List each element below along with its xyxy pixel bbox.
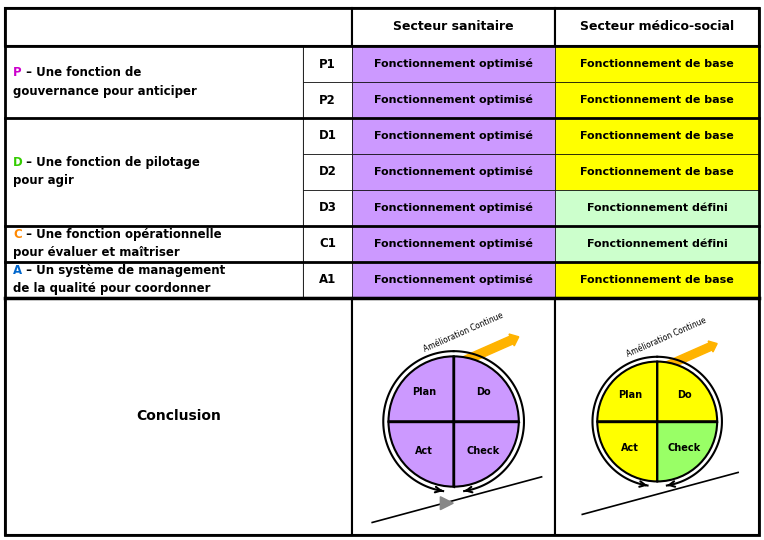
- Text: – Une fonction de: – Une fonction de: [21, 66, 141, 79]
- FancyArrow shape: [406, 334, 519, 389]
- Bar: [303, 262, 352, 298]
- Wedge shape: [388, 356, 454, 422]
- Text: Fonctionnement optimisé: Fonctionnement optimisé: [374, 275, 533, 285]
- Bar: [303, 46, 352, 82]
- Text: – Un système de management: – Un système de management: [21, 265, 225, 278]
- Bar: [352, 262, 555, 298]
- Bar: [303, 118, 352, 154]
- Bar: [555, 298, 759, 535]
- Text: Fonctionnement optimisé: Fonctionnement optimisé: [374, 131, 533, 141]
- Text: Fonctionnement défini: Fonctionnement défini: [587, 203, 727, 213]
- Bar: [555, 118, 759, 154]
- Bar: [555, 8, 759, 46]
- Text: D1: D1: [319, 130, 336, 143]
- Text: Conclusion: Conclusion: [136, 409, 221, 423]
- Bar: [352, 226, 555, 262]
- Text: Fonctionnement défini: Fonctionnement défini: [587, 239, 727, 249]
- Bar: [303, 82, 352, 118]
- Bar: [303, 190, 352, 226]
- Wedge shape: [454, 356, 519, 422]
- Bar: [352, 118, 555, 154]
- Text: P: P: [13, 66, 21, 79]
- Polygon shape: [440, 497, 453, 510]
- Text: D3: D3: [319, 201, 336, 214]
- Bar: [555, 46, 759, 82]
- Wedge shape: [597, 422, 657, 482]
- Text: Fonctionnement de base: Fonctionnement de base: [581, 95, 734, 105]
- Text: Check: Check: [466, 446, 500, 456]
- Text: C: C: [13, 228, 21, 241]
- Text: de la qualité pour coordonner: de la qualité pour coordonner: [13, 282, 211, 295]
- Bar: [303, 226, 352, 262]
- Text: C1: C1: [319, 238, 335, 251]
- Bar: [5, 8, 352, 46]
- Text: Fonctionnement de base: Fonctionnement de base: [581, 275, 734, 285]
- Text: Fonctionnement optimisé: Fonctionnement optimisé: [374, 59, 533, 69]
- Bar: [555, 262, 759, 298]
- Text: Check: Check: [668, 443, 701, 454]
- Bar: [303, 154, 352, 190]
- Text: Fonctionnement optimisé: Fonctionnement optimisé: [374, 94, 533, 105]
- Text: Plan: Plan: [413, 387, 436, 397]
- Text: pour évaluer et maîtriser: pour évaluer et maîtriser: [13, 246, 180, 260]
- Text: Do: Do: [476, 387, 490, 397]
- Bar: [5, 118, 303, 226]
- Text: – Une fonction opérationnelle: – Une fonction opérationnelle: [21, 228, 221, 241]
- Text: Fonctionnement de base: Fonctionnement de base: [581, 59, 734, 69]
- Text: Fonctionnement optimisé: Fonctionnement optimisé: [374, 167, 533, 177]
- Text: Amélioration Continue: Amélioration Continue: [625, 316, 707, 359]
- Text: Act: Act: [416, 446, 433, 456]
- Text: Fonctionnement optimisé: Fonctionnement optimisé: [374, 239, 533, 249]
- Text: Do: Do: [677, 389, 691, 400]
- Text: P1: P1: [319, 57, 335, 71]
- Wedge shape: [454, 422, 519, 487]
- Text: gouvernance pour anticiper: gouvernance pour anticiper: [13, 84, 197, 98]
- Bar: [555, 154, 759, 190]
- Bar: [5, 226, 303, 262]
- Bar: [555, 226, 759, 262]
- Wedge shape: [657, 422, 717, 482]
- Wedge shape: [657, 362, 717, 422]
- Bar: [352, 46, 555, 82]
- Bar: [352, 298, 555, 535]
- Text: pour agir: pour agir: [13, 174, 74, 187]
- Text: D2: D2: [319, 165, 336, 179]
- Text: A1: A1: [319, 273, 336, 287]
- Text: Fonctionnement optimisé: Fonctionnement optimisé: [374, 202, 533, 213]
- Bar: [352, 154, 555, 190]
- Wedge shape: [388, 422, 454, 487]
- Text: Fonctionnement de base: Fonctionnement de base: [581, 131, 734, 141]
- Bar: [5, 46, 303, 118]
- FancyArrow shape: [613, 341, 717, 392]
- Bar: [555, 82, 759, 118]
- Text: – Une fonction de pilotage: – Une fonction de pilotage: [21, 157, 199, 170]
- Bar: [352, 8, 555, 46]
- Bar: [352, 82, 555, 118]
- Text: Fonctionnement de base: Fonctionnement de base: [581, 167, 734, 177]
- Bar: [352, 190, 555, 226]
- Bar: [5, 262, 303, 298]
- Text: Secteur médico-social: Secteur médico-social: [580, 21, 734, 33]
- Text: Secteur sanitaire: Secteur sanitaire: [393, 21, 514, 33]
- Wedge shape: [597, 362, 657, 422]
- Text: Plan: Plan: [618, 389, 643, 400]
- Bar: [555, 190, 759, 226]
- Text: D: D: [13, 157, 23, 170]
- Text: Act: Act: [621, 443, 639, 454]
- Text: Amélioration Continue: Amélioration Continue: [422, 310, 504, 353]
- Text: A: A: [13, 265, 22, 278]
- Bar: [5, 298, 352, 535]
- Text: P2: P2: [319, 93, 335, 106]
